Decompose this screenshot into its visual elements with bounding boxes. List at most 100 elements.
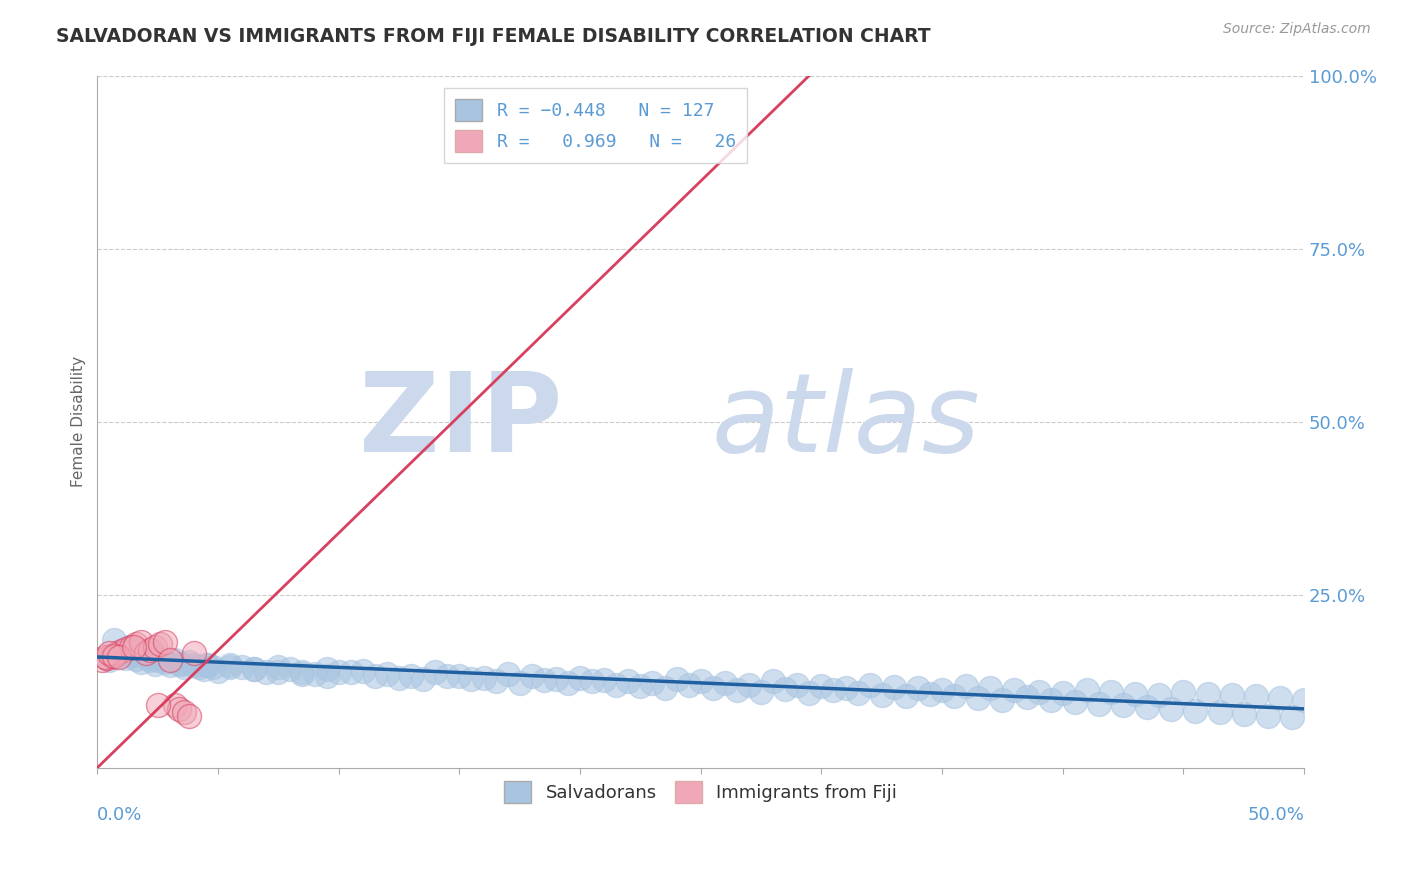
Point [979, 681, 1001, 695]
Point [1004, 683, 1026, 698]
Point [1149, 688, 1171, 702]
Text: atlas: atlas [711, 368, 980, 475]
Point [1257, 708, 1279, 723]
Point [569, 671, 592, 685]
Point [173, 706, 195, 720]
Point [115, 651, 138, 665]
Point [163, 653, 186, 667]
Point [460, 672, 482, 686]
Point [197, 658, 219, 673]
Point [219, 658, 242, 673]
Point [520, 669, 543, 683]
Point [315, 668, 337, 682]
Point [1112, 698, 1135, 713]
Point [91, 653, 114, 667]
Point [1184, 704, 1206, 718]
Point [110, 644, 132, 658]
Point [1052, 686, 1074, 700]
Point [1063, 695, 1085, 709]
Point [153, 656, 176, 670]
Text: 0.0%: 0.0% [97, 805, 143, 824]
Point [139, 653, 162, 667]
Point [907, 681, 929, 695]
Point [339, 665, 361, 680]
Point [122, 647, 145, 661]
Point [593, 673, 616, 687]
Point [773, 682, 796, 697]
Point [146, 698, 169, 713]
Point [1220, 688, 1243, 702]
Point [108, 649, 131, 664]
Point [1028, 684, 1050, 698]
Point [146, 653, 169, 667]
Point [472, 671, 495, 685]
Point [859, 678, 882, 692]
Point [149, 651, 172, 665]
Point [125, 638, 148, 652]
Point [280, 662, 302, 676]
Point [231, 660, 253, 674]
Point [810, 679, 832, 693]
Point [484, 674, 506, 689]
Point [139, 643, 162, 657]
Point [762, 674, 785, 689]
Point [129, 655, 152, 669]
Point [883, 680, 905, 694]
Point [799, 686, 821, 700]
Point [1294, 693, 1316, 707]
Point [894, 690, 917, 704]
Point [149, 638, 172, 652]
Point [328, 665, 350, 680]
Point [1173, 684, 1195, 698]
Point [1039, 693, 1062, 707]
Point [617, 674, 640, 689]
Point [1088, 697, 1111, 711]
Point [194, 658, 217, 673]
Point [544, 672, 567, 686]
Point [120, 648, 142, 663]
Point [1244, 690, 1267, 704]
Point [105, 649, 128, 664]
Point [135, 647, 157, 661]
Point [135, 649, 157, 664]
Point [163, 698, 186, 713]
Legend: Salvadorans, Immigrants from Fiji: Salvadorans, Immigrants from Fiji [496, 774, 904, 811]
Point [122, 640, 145, 654]
Point [1160, 702, 1182, 716]
Point [93, 649, 115, 664]
Point [153, 634, 176, 648]
Point [943, 690, 966, 704]
Point [304, 667, 326, 681]
Point [103, 648, 125, 663]
Point [202, 660, 225, 674]
Point [173, 660, 195, 674]
Point [254, 665, 277, 680]
Point [1076, 683, 1098, 698]
Point [105, 647, 128, 661]
Text: SALVADORAN VS IMMIGRANTS FROM FIJI FEMALE DISABILITY CORRELATION CHART: SALVADORAN VS IMMIGRANTS FROM FIJI FEMAL… [56, 27, 931, 45]
Point [142, 644, 165, 658]
Point [159, 658, 181, 673]
Point [127, 643, 149, 657]
Point [449, 668, 471, 682]
Point [146, 649, 169, 664]
Point [315, 662, 337, 676]
Point [654, 681, 676, 695]
Point [183, 647, 205, 661]
Point [159, 653, 181, 667]
Point [187, 660, 209, 674]
Point [991, 693, 1014, 707]
Point [115, 641, 138, 656]
Point [388, 671, 411, 685]
Point [375, 667, 398, 681]
Point [931, 683, 953, 698]
Point [399, 669, 422, 683]
Point [725, 683, 748, 698]
Point [1123, 687, 1146, 701]
Point [1268, 691, 1291, 706]
Point [870, 688, 893, 702]
Point [581, 674, 603, 689]
Point [170, 657, 193, 671]
Point [120, 640, 142, 654]
Point [665, 672, 688, 686]
